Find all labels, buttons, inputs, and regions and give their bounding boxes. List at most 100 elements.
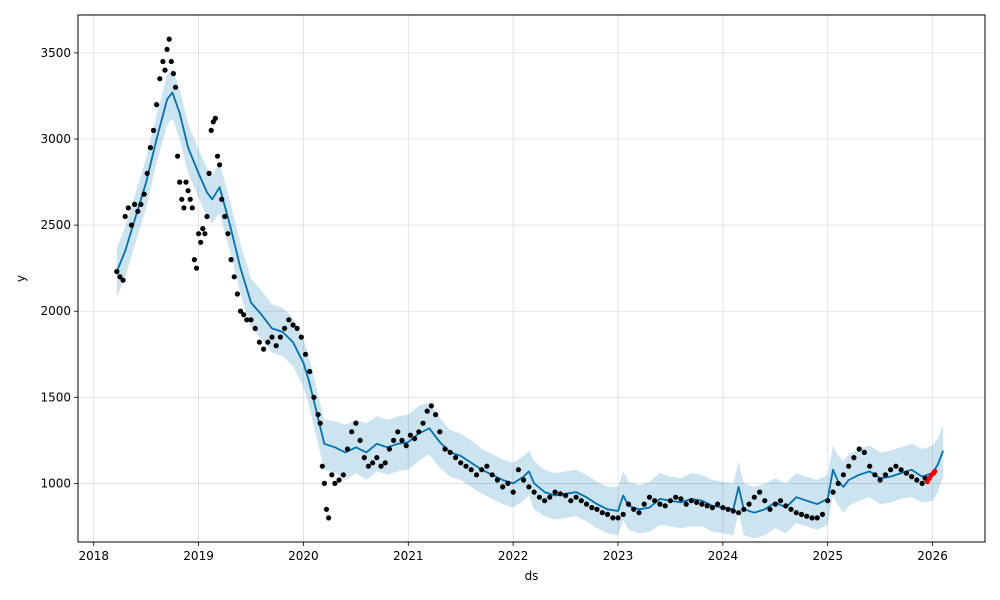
observed-point xyxy=(788,506,794,512)
observed-point xyxy=(183,179,189,185)
observed-point xyxy=(416,429,422,435)
observed-point xyxy=(175,153,181,159)
observed-point xyxy=(646,494,653,500)
observed-point xyxy=(234,291,240,297)
observed-point xyxy=(340,472,346,478)
observed-point xyxy=(217,162,223,168)
observed-point xyxy=(903,470,910,476)
observed-point xyxy=(378,463,384,469)
observed-point xyxy=(793,510,799,516)
observed-point xyxy=(120,277,126,283)
observed-point xyxy=(228,257,234,263)
x-tick-label: 2021 xyxy=(393,549,424,563)
x-axis-label: ds xyxy=(525,569,539,583)
observed-point xyxy=(132,201,138,207)
observed-point xyxy=(699,501,705,507)
observed-point xyxy=(222,213,228,220)
observed-point xyxy=(898,467,904,473)
observed-point xyxy=(704,503,710,509)
observed-point xyxy=(777,498,784,504)
observed-point xyxy=(599,510,605,516)
observed-point xyxy=(189,205,195,211)
observed-point xyxy=(290,322,296,328)
observed-point xyxy=(170,71,176,77)
observed-point xyxy=(762,498,768,504)
observed-point xyxy=(694,499,700,505)
observed-point xyxy=(241,312,247,318)
observed-point xyxy=(825,498,831,504)
observed-point xyxy=(231,274,237,280)
observed-point xyxy=(166,36,172,42)
observed-point xyxy=(767,506,773,512)
observed-point xyxy=(563,492,569,499)
observed-point xyxy=(678,496,684,502)
observed-point xyxy=(117,274,123,280)
observed-point xyxy=(193,265,200,271)
recent-point xyxy=(932,468,938,474)
observed-point xyxy=(187,196,193,202)
observed-point xyxy=(447,449,453,455)
observed-point xyxy=(391,437,397,443)
observed-point xyxy=(349,429,355,435)
observed-point xyxy=(877,477,883,483)
observed-point xyxy=(479,467,485,473)
observed-point xyxy=(412,436,418,442)
observed-point xyxy=(237,308,244,314)
observed-point xyxy=(202,231,208,237)
observed-point xyxy=(867,463,873,469)
observed-point xyxy=(473,472,480,478)
observed-point xyxy=(458,460,464,466)
observed-point xyxy=(206,170,212,176)
observed-point xyxy=(181,205,187,211)
observed-point xyxy=(135,208,141,214)
observed-point xyxy=(282,325,288,331)
x-axis-ticks: 2018 2019 2020 2021 2022 2023 2024 2025 2026 xyxy=(78,542,948,563)
observed-point xyxy=(589,505,595,511)
observed-point xyxy=(463,463,469,469)
observed-point xyxy=(515,467,522,473)
x-tick-label: 2026 xyxy=(917,549,948,563)
y-tick-label: 1500 xyxy=(40,390,71,404)
observed-point xyxy=(196,231,202,237)
observed-point xyxy=(252,325,258,331)
observed-point xyxy=(620,511,626,517)
observed-point xyxy=(317,420,323,426)
y-tick-label: 3500 xyxy=(40,46,71,60)
observed-point xyxy=(144,170,150,176)
observed-point xyxy=(374,455,380,461)
observed-point xyxy=(179,196,185,202)
observed-point xyxy=(636,510,642,516)
observed-point xyxy=(615,515,621,521)
observed-point xyxy=(583,501,590,507)
observed-point xyxy=(510,489,516,495)
observed-point xyxy=(594,506,600,512)
observed-point xyxy=(573,494,579,500)
observed-point xyxy=(365,463,371,469)
observed-point xyxy=(914,477,920,483)
observed-point xyxy=(683,501,689,507)
observed-point xyxy=(298,334,304,340)
x-tick-label: 2025 xyxy=(812,549,843,563)
observed-point xyxy=(212,115,218,121)
observed-point xyxy=(536,494,543,500)
observed-point xyxy=(370,460,376,466)
observed-point xyxy=(407,432,413,438)
observed-point xyxy=(814,515,820,521)
observed-point xyxy=(323,506,330,512)
observed-point xyxy=(631,506,637,512)
observed-point xyxy=(219,196,225,202)
observed-point xyxy=(382,460,388,466)
observed-point xyxy=(882,472,889,478)
observed-point xyxy=(164,46,170,53)
observed-point xyxy=(269,334,275,340)
observed-point xyxy=(248,317,254,323)
observed-point xyxy=(329,472,335,478)
observed-point xyxy=(214,153,221,159)
observed-point xyxy=(909,474,915,480)
observed-point xyxy=(709,505,716,511)
observed-point xyxy=(568,498,574,504)
observed-point xyxy=(657,501,663,507)
observed-point xyxy=(673,494,679,500)
